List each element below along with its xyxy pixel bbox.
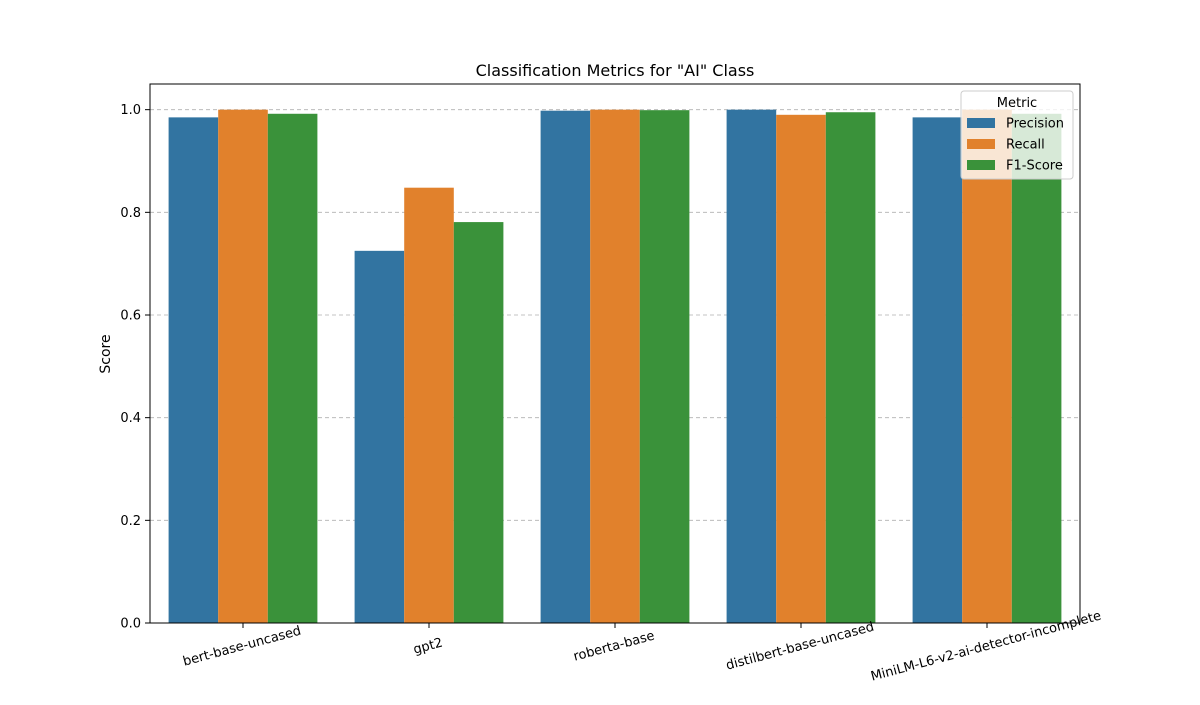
y-tick-label: 0.8 bbox=[120, 206, 141, 221]
bar-f1-score-4 bbox=[1011, 113, 1062, 624]
x-tick-label: distilbert-base-uncased bbox=[724, 620, 875, 674]
legend-entry-f1-score: F1-Score bbox=[1006, 159, 1063, 174]
legend-swatch-precision bbox=[967, 118, 995, 128]
bar-f1-score-2 bbox=[639, 110, 690, 624]
y-tick-label: 0.4 bbox=[120, 411, 141, 426]
y-tick-label: 0.6 bbox=[120, 309, 141, 324]
y-axis-label: Score bbox=[98, 334, 114, 373]
bar-recall-0 bbox=[218, 109, 268, 623]
legend-box bbox=[960, 90, 1074, 180]
bar-precision-4 bbox=[912, 117, 963, 623]
legend-entry-precision: Precision bbox=[1006, 117, 1064, 132]
bar-f1-score-1 bbox=[453, 222, 504, 623]
bar-recall-2 bbox=[590, 109, 640, 623]
x-tick-label: gpt2 bbox=[412, 636, 445, 658]
bar-f1-score-3 bbox=[825, 112, 876, 623]
x-tick-label: bert-base-uncased bbox=[181, 624, 302, 670]
bar-recall-4 bbox=[962, 109, 1012, 623]
legend-swatch-recall bbox=[967, 139, 995, 149]
y-tick-label: 1.0 bbox=[120, 103, 141, 118]
bar-precision-3 bbox=[726, 109, 777, 623]
legend-entry-recall: Recall bbox=[1006, 138, 1045, 153]
bar-precision-2 bbox=[540, 110, 591, 623]
y-tick-label: 0.0 bbox=[120, 617, 141, 632]
x-tick-label: roberta-base bbox=[572, 629, 656, 665]
bar-recall-3 bbox=[776, 114, 826, 624]
legend-title: Metric bbox=[997, 96, 1037, 111]
bar-recall-1 bbox=[404, 187, 454, 623]
bar-precision-0 bbox=[168, 117, 219, 623]
legend-swatch-f1-score bbox=[967, 160, 995, 170]
bar-precision-1 bbox=[354, 250, 405, 624]
chart-title: Classification Metrics for "AI" Class bbox=[476, 61, 755, 80]
y-tick-label: 0.2 bbox=[120, 514, 141, 529]
bar-f1-score-0 bbox=[267, 113, 318, 624]
